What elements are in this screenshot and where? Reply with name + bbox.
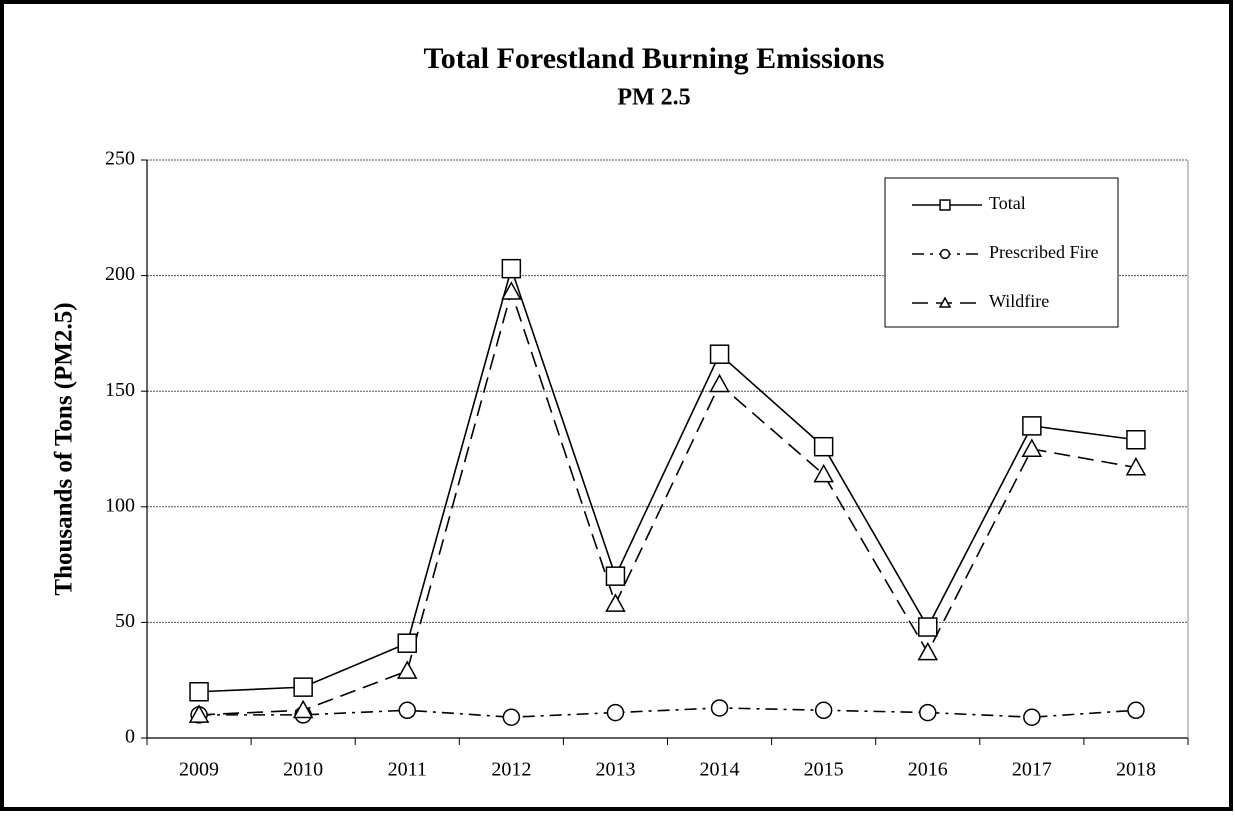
marker xyxy=(814,701,833,720)
x-tick-label: 2013 xyxy=(595,759,635,781)
marker xyxy=(605,566,626,586)
marker xyxy=(938,296,952,308)
chart-subtitle: PM 2.5 xyxy=(617,85,690,111)
marker xyxy=(606,703,625,722)
marker xyxy=(939,199,951,211)
chart-title: Total Forestland Burning Emissions xyxy=(424,42,885,75)
y-tick-label: 0 xyxy=(125,726,135,748)
x-tick-label: 2015 xyxy=(804,759,844,781)
marker xyxy=(709,344,730,364)
x-tick-label: 2018 xyxy=(1116,759,1156,781)
series-line xyxy=(199,707,1137,718)
x-tick-label: 2009 xyxy=(179,759,219,781)
marker xyxy=(939,248,951,260)
series-line xyxy=(199,289,1137,716)
marker xyxy=(397,633,417,653)
x-tick-label: 2017 xyxy=(1012,759,1052,781)
marker xyxy=(501,281,522,300)
y-tick-label: 250 xyxy=(105,148,135,170)
marker xyxy=(1022,416,1042,436)
marker xyxy=(605,593,626,612)
marker xyxy=(188,704,210,723)
marker xyxy=(502,708,521,726)
marker xyxy=(396,660,418,679)
y-tick-label: 50 xyxy=(115,610,135,632)
marker xyxy=(917,641,939,661)
y-axis-label: Thousands of Tons (PM2.5) xyxy=(51,302,78,595)
marker xyxy=(398,701,416,720)
x-tick-label: 2011 xyxy=(388,759,427,781)
series-line xyxy=(199,265,1137,693)
marker xyxy=(1125,456,1147,476)
x-tick-label: 2012 xyxy=(491,759,531,781)
marker xyxy=(813,436,834,457)
marker xyxy=(501,258,522,279)
marker xyxy=(919,703,937,722)
legend-box xyxy=(884,177,1119,328)
marker xyxy=(292,699,314,719)
marker xyxy=(918,617,938,637)
legend-label: Wildfire xyxy=(989,291,1049,311)
marker xyxy=(1126,430,1146,450)
y-tick-label: 150 xyxy=(105,379,135,401)
x-tick-label: 2014 xyxy=(700,759,740,781)
marker xyxy=(813,463,834,483)
marker xyxy=(293,677,313,697)
y-tick-label: 100 xyxy=(105,494,135,516)
x-tick-label: 2010 xyxy=(283,759,323,781)
marker xyxy=(189,682,209,702)
marker xyxy=(1021,438,1043,457)
marker xyxy=(1023,708,1041,726)
y-tick-label: 200 xyxy=(105,263,135,285)
marker xyxy=(709,373,730,393)
legend-label: Prescribed Fire xyxy=(989,242,1098,262)
x-tick-label: 2016 xyxy=(908,759,948,781)
legend-label: Total xyxy=(989,193,1026,213)
marker xyxy=(1127,701,1145,720)
marker xyxy=(710,699,729,717)
